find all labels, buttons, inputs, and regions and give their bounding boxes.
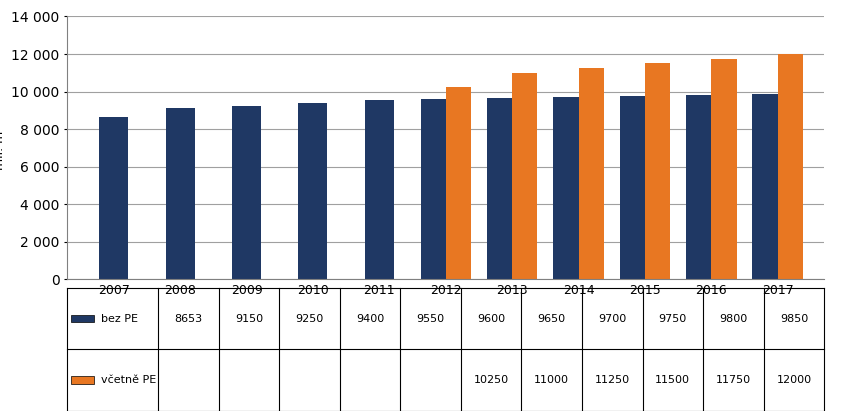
Text: 10250: 10250 [473,375,509,385]
Bar [579,68,604,279]
Bar [166,108,194,279]
Text: 11750: 11750 [716,375,751,385]
Bar [620,96,645,279]
Bar [446,87,471,279]
Bar [365,100,394,279]
Text: 9400: 9400 [356,314,384,323]
Bar [553,97,579,279]
Text: 9850: 9850 [780,314,808,323]
Text: 11500: 11500 [655,375,690,385]
Text: 9150: 9150 [235,314,263,323]
Bar [232,106,261,279]
Bar [420,99,446,279]
Text: 11250: 11250 [595,375,630,385]
Bar [753,95,778,279]
Text: 12000: 12000 [776,375,812,385]
Bar [487,98,512,279]
Text: 9700: 9700 [598,314,627,323]
Text: 11000: 11000 [534,375,569,385]
Bar [512,73,537,279]
Y-axis label: mil. m³: mil. m³ [0,126,6,170]
Bar [778,54,803,279]
Text: 9600: 9600 [477,314,505,323]
Text: bez PE: bez PE [101,314,138,323]
Text: 9650: 9650 [537,314,566,323]
Text: 9250: 9250 [295,314,324,323]
Bar [645,63,670,279]
Text: 9800: 9800 [719,314,748,323]
Bar [99,117,129,279]
Bar [299,103,327,279]
Bar [71,315,93,322]
Text: 8653: 8653 [174,314,203,323]
Bar [71,376,93,384]
Text: 9550: 9550 [416,314,445,323]
Text: včetně PE: včetně PE [101,375,156,385]
Bar [686,95,711,279]
Text: 9750: 9750 [659,314,687,323]
Bar [711,59,737,279]
